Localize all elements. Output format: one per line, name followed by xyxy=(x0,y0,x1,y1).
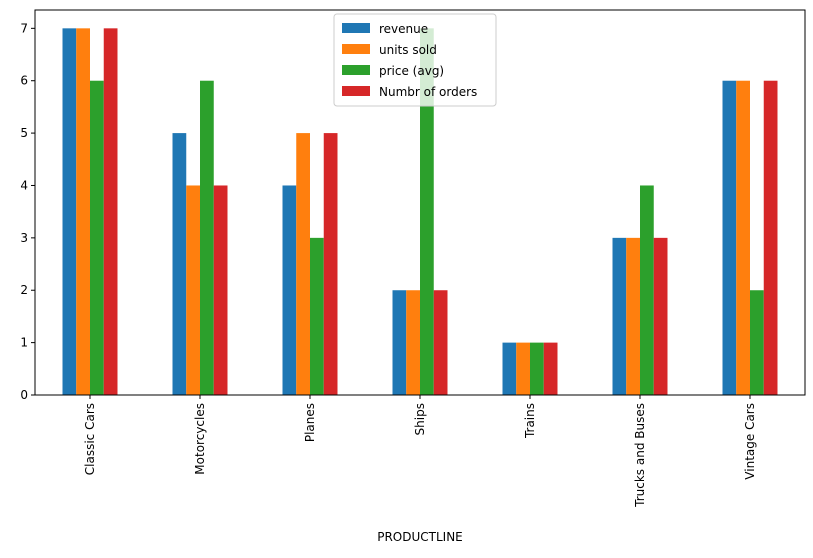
bar-units-sold-ships xyxy=(406,290,420,395)
y-tick-label: 3 xyxy=(20,231,28,245)
legend-box xyxy=(333,13,497,107)
bar-price-avg--planes xyxy=(310,237,324,395)
legend-swatch xyxy=(342,65,370,75)
bar-units-sold-trucks-and-buses xyxy=(626,237,640,395)
bar-numbr-of-orders-trucks-and-buses xyxy=(653,237,668,395)
x-tick-label: Vintage Cars xyxy=(743,403,757,480)
bar-price-avg--trucks-and-buses xyxy=(640,185,654,395)
x-tick-label: Ships xyxy=(413,403,427,435)
y-tick-label: 1 xyxy=(20,336,28,350)
y-axis: 0 1 2 3 4 5 6 7 xyxy=(20,21,35,402)
legend-label: revenue xyxy=(379,22,428,36)
bar-price-avg--vintage-cars xyxy=(750,290,764,395)
bar-numbr-of-orders-planes xyxy=(323,133,338,395)
y-tick-label: 6 xyxy=(20,74,28,88)
legend-swatch xyxy=(342,23,370,33)
legend-swatch xyxy=(342,44,370,54)
bar-numbr-of-orders-vintage-cars xyxy=(763,80,778,395)
bar-revenue-motorcycles xyxy=(172,133,187,395)
y-tick-label: 2 xyxy=(20,283,28,297)
bar-units-sold-trains xyxy=(516,342,530,395)
bar-price-avg--ships xyxy=(420,28,434,395)
x-tick-label: Planes xyxy=(303,403,317,442)
legend-swatch xyxy=(342,86,370,96)
y-tick-label: 0 xyxy=(20,388,28,402)
bar-revenue-vintage-cars xyxy=(722,80,737,395)
bar-units-sold-planes xyxy=(296,133,310,395)
bars-layer xyxy=(62,28,778,395)
y-tick-label: 7 xyxy=(20,21,28,35)
x-axis: Classic Cars Motorcycles Planes Ships Trains… xyxy=(83,395,757,508)
bar-units-sold-motorcycles xyxy=(186,185,200,395)
bar-numbr-of-orders-motorcycles xyxy=(213,185,228,395)
bar-numbr-of-orders-classic-cars xyxy=(103,28,118,395)
legend-label: Numbr of orders xyxy=(379,85,477,99)
x-tick-label: Classic Cars xyxy=(83,403,97,475)
bar-price-avg--trains xyxy=(530,342,544,395)
bar-revenue-trucks-and-buses xyxy=(612,237,627,395)
bar-units-sold-vintage-cars xyxy=(736,80,750,395)
bar-revenue-trains xyxy=(502,342,517,395)
bar-price-avg--motorcycles xyxy=(200,80,214,395)
bar-revenue-ships xyxy=(392,290,407,395)
x-tick-label: Trucks and Buses xyxy=(633,403,647,508)
legend-label: units sold xyxy=(379,43,437,57)
x-axis-label: PRODUCTLINE xyxy=(377,530,463,544)
legend: revenue units sold price (avg) Numbr of ord… xyxy=(333,13,497,107)
y-tick-label: 4 xyxy=(20,178,28,192)
bar-price-avg--classic-cars xyxy=(90,80,104,395)
bar-numbr-of-orders-trains xyxy=(543,342,558,395)
bar-revenue-planes xyxy=(282,185,297,395)
y-tick-label: 5 xyxy=(20,126,28,140)
x-tick-label: Trains xyxy=(523,403,537,439)
legend-label: price (avg) xyxy=(379,64,444,78)
bar-revenue-classic-cars xyxy=(62,28,77,395)
bar-numbr-of-orders-ships xyxy=(433,290,448,395)
x-tick-label: Motorcycles xyxy=(193,403,207,475)
bar-units-sold-classic-cars xyxy=(76,28,90,395)
